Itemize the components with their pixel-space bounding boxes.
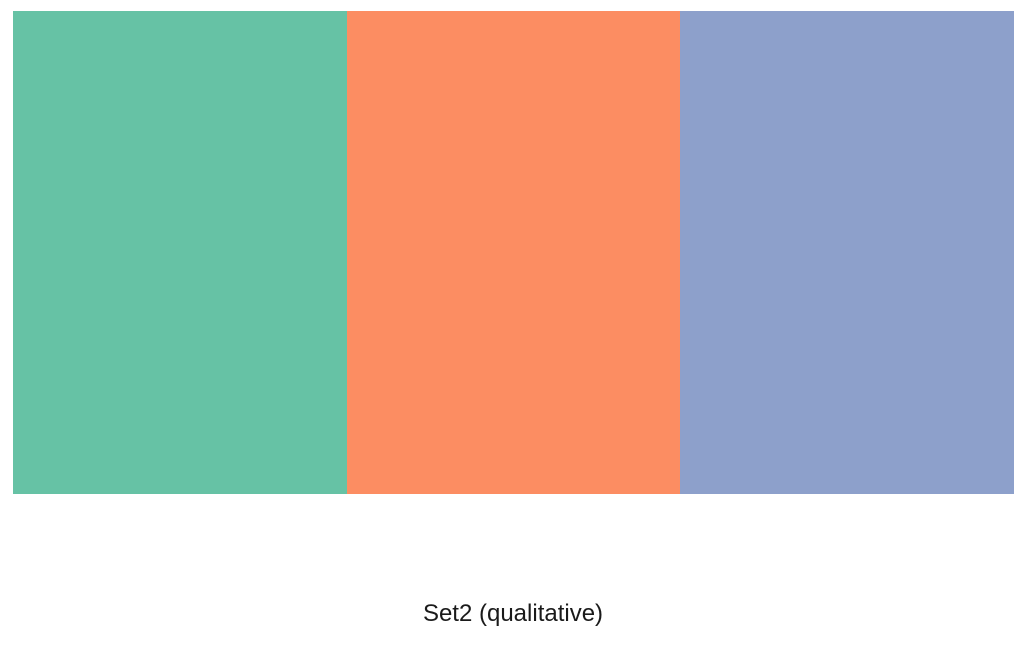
palette-swatch-strip bbox=[13, 11, 1015, 494]
palette-caption: Set2 (qualitative) bbox=[422, 600, 604, 627]
palette-swatch-2 bbox=[346, 11, 681, 494]
palette-swatch-3 bbox=[680, 11, 1015, 494]
palette-swatch-1 bbox=[13, 11, 347, 494]
